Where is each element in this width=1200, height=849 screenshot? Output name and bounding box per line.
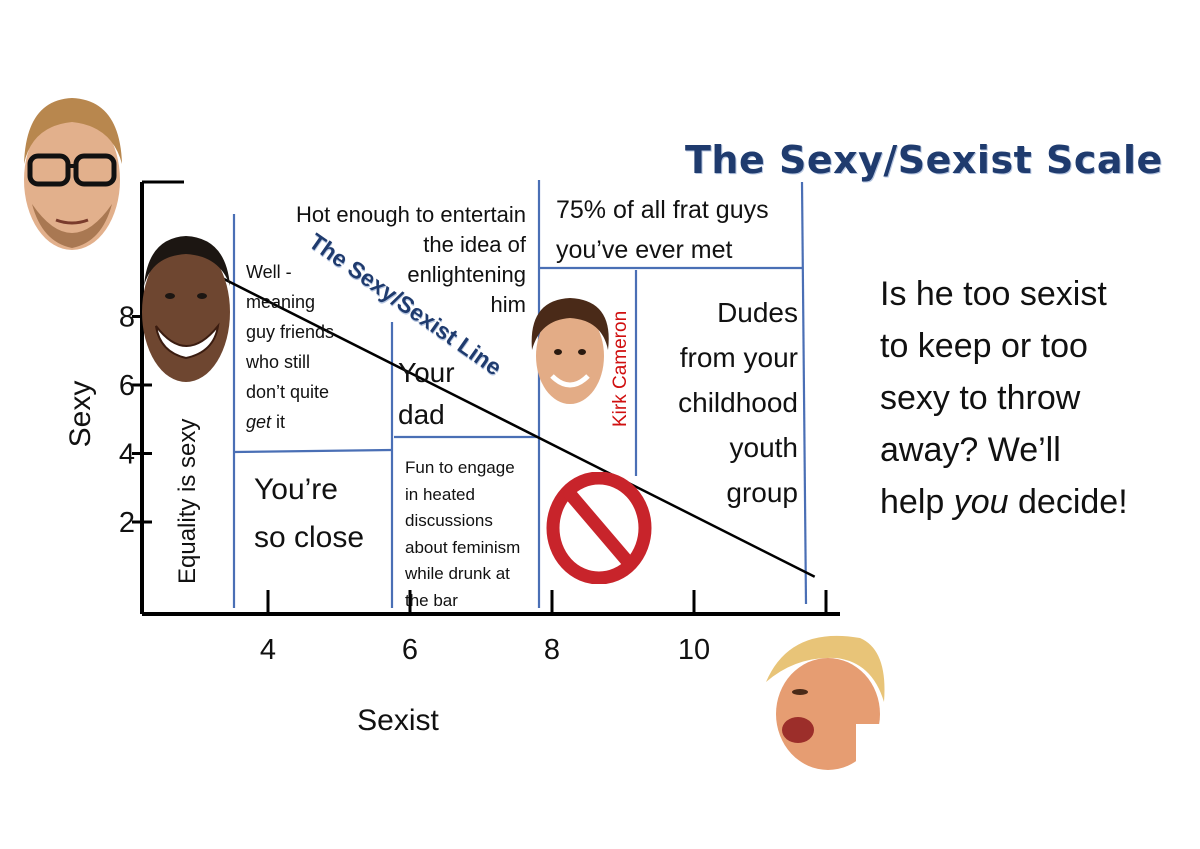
region-text: childhood [678, 387, 798, 418]
divider-line [233, 448, 393, 454]
region-text: from your [679, 342, 798, 373]
tagline-line: Is he too sexist [880, 275, 1107, 313]
tagline: Is he too sexist to keep or too sexy to … [880, 268, 1180, 528]
x-tick-label: 4 [260, 634, 276, 666]
x-tick-label: 8 [544, 634, 560, 666]
tagline-line: to keep or too [880, 327, 1088, 365]
region-your-dad: Your dad [398, 352, 538, 436]
region-text: Well - [246, 262, 292, 282]
region-text: the bar [405, 590, 458, 610]
region-frat-guys: 75% of all frat guys you’ve ever met [556, 190, 806, 270]
region-text: who still [246, 352, 311, 372]
tagline-line: help you decide! [880, 483, 1128, 521]
y-tick-label: 4 [119, 439, 135, 471]
y-tick-label: 6 [119, 370, 135, 402]
region-text: the idea of [423, 232, 526, 257]
y-tick-label: 2 [119, 507, 135, 539]
tagline-line: away? We’ll [880, 431, 1061, 469]
face-bottom-right [760, 632, 890, 777]
region-text: get it [246, 412, 286, 432]
y-tick-label: 8 [119, 302, 135, 334]
region-text: in heated [405, 484, 475, 504]
page-title: The Sexy/Sexist Scale [685, 138, 1163, 182]
region-text: don’t quite [246, 382, 330, 402]
region-text: Your [398, 357, 455, 388]
region-well-meaning: Well - meaning guy friends who still don… [246, 257, 386, 437]
region-text: dad [398, 399, 445, 430]
region-so-close: You’re so close [254, 466, 394, 562]
face-middle [528, 296, 612, 413]
x-axis-label: Sexist [357, 704, 439, 737]
region-text: so close [254, 521, 365, 554]
region-text: enlightening [407, 262, 526, 287]
label-kirk-cameron: Kirk Cameron [610, 310, 631, 427]
region-text: group [726, 477, 798, 508]
series-line-sexy-sexist [182, 257, 816, 578]
face-left [134, 226, 238, 391]
region-text: about feminism [405, 537, 521, 557]
region-text: him [490, 292, 526, 317]
x-tick-label: 6 [402, 634, 418, 666]
region-text: while drunk at [405, 564, 510, 583]
y-axis-label: Sexy [64, 381, 97, 448]
region-text: you’ve ever met [556, 236, 733, 264]
region-text: discussions [405, 511, 493, 530]
region-equality-is-sexy: Equality is sexy [174, 418, 201, 584]
no-entry-sign-icon [546, 471, 652, 589]
region-hot-enough: Hot enough to entertain the idea of enli… [250, 200, 526, 320]
region-text: 75% of all frat guys [556, 196, 769, 224]
region-text: meaning [246, 292, 316, 312]
region-text: Fun to engage [405, 458, 515, 477]
tagline-line: sexy to throw [880, 379, 1081, 417]
region-text: guy friends [246, 322, 335, 342]
region-text: Hot enough to entertain [296, 202, 526, 227]
region-text: Dudes [717, 297, 798, 328]
x-tick-label: 10 [678, 634, 710, 666]
region-text: youth [729, 432, 799, 463]
region-dudes: Dudes from your childhood youth group [640, 290, 798, 515]
region-fun-to-engage: Fun to engage in heated discussions abou… [405, 455, 539, 614]
region-text: You’re [254, 473, 338, 506]
face-top-left [12, 92, 132, 259]
divider-line [800, 181, 808, 605]
